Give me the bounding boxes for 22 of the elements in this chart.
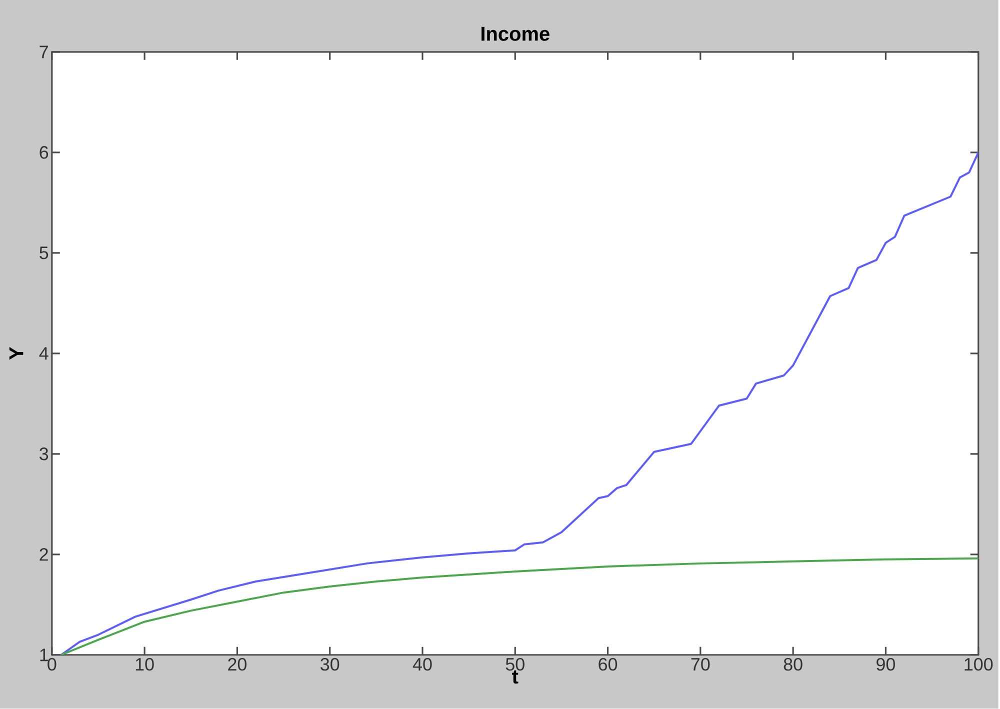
line-series (60, 151, 978, 655)
y-tick-label: 7 (40, 46, 48, 58)
y-tick-label: 4 (39, 347, 48, 360)
chart-title: Income (482, 27, 550, 41)
x-tick-label: 20 (228, 658, 247, 671)
y-axis-title: Y (9, 347, 24, 360)
y-tick-label: 5 (40, 246, 48, 260)
x-tick-label: 60 (598, 658, 618, 671)
x-tick-label: 90 (876, 658, 896, 671)
x-axis-title: t (512, 670, 518, 684)
y-tick-label: 6 (40, 146, 48, 159)
x-tick-label: 50 (506, 658, 524, 671)
y-tick-label: 2 (40, 548, 48, 561)
y-tick-label: 3 (40, 448, 48, 460)
x-tick-label: 0 (48, 658, 56, 671)
x-tick-label: 80 (784, 658, 802, 671)
x-tick-label: 70 (691, 658, 710, 671)
x-tick-label: 10 (136, 658, 154, 671)
x-tick-label: 40 (412, 658, 432, 671)
x-tick-label: 100 (964, 658, 993, 671)
y-tick-label: 1 (40, 648, 48, 662)
x-tick-label: 30 (320, 658, 340, 671)
